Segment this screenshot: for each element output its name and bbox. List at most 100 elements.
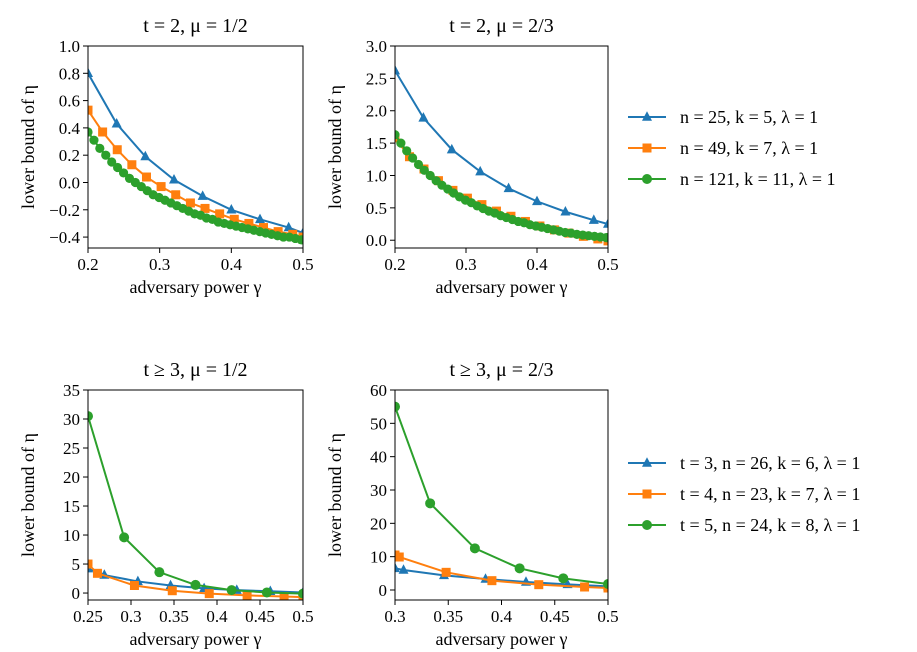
data-point (395, 64, 400, 75)
legend-entry: t = 5, n = 24, k = 8, λ = 1 (628, 515, 860, 535)
data-point (167, 586, 177, 596)
series-line-2 (88, 563, 303, 599)
series-line-2 (88, 109, 303, 239)
y-tick-label: 40 (370, 448, 387, 467)
plot-area (395, 401, 608, 593)
y-tick-label: 0.0 (59, 173, 80, 192)
data-point (580, 582, 590, 592)
x-axis-label: adversary power γ (436, 629, 568, 649)
data-point (298, 588, 303, 599)
y-tick-label: 3.0 (366, 37, 387, 56)
data-point (92, 568, 102, 578)
data-point (118, 168, 129, 178)
data-point (242, 590, 252, 600)
data-point (169, 174, 179, 184)
legend-entry: n = 25, k = 5, λ = 1 (628, 107, 818, 127)
legend-label: n = 25, k = 5, λ = 1 (680, 107, 818, 127)
data-point (112, 145, 122, 155)
legend-entry: n = 49, k = 7, λ = 1 (628, 138, 818, 158)
data-point (259, 223, 269, 233)
data-point (185, 198, 195, 208)
data-point (127, 160, 137, 170)
y-tick-label: 2.5 (366, 69, 387, 88)
series-line-3 (395, 134, 608, 239)
data-point (119, 532, 130, 543)
y-axis-label: lower bound of η (18, 85, 38, 209)
x-tick-label: 0.4 (221, 255, 243, 274)
data-point (419, 165, 429, 175)
y-tick-label: −0.2 (49, 201, 80, 220)
series-line-2 (395, 137, 608, 242)
chart-panel-2: 0.2 0.3 0.4 0.5 0.0 0.5 1.0 1.5 2.0 2.5 3.0 t = 2, … (325, 15, 619, 297)
legend-label: n = 121, k = 11, λ = 1 (680, 169, 836, 189)
y-tick-label: 0.8 (59, 64, 80, 83)
x-tick-label: 0.2 (384, 255, 405, 274)
series-line-1 (395, 70, 608, 226)
data-point (229, 214, 239, 224)
data-point (398, 564, 409, 574)
chart-panel-1: 0.2 0.3 0.4 0.5 −0.4 −0.2 0.0 0.2 0.4 0.6 0.8 1.0 t … (18, 15, 314, 297)
legend-2: t = 3, n = 26, k = 6, λ = 1 t = 4, n = 23… (628, 453, 860, 535)
y-tick-label: 50 (370, 414, 387, 433)
axes-frame (394, 45, 609, 249)
data-point (487, 576, 497, 586)
y-axis-label: lower bound of η (325, 433, 345, 557)
data-point (279, 592, 289, 600)
series-line-3 (88, 415, 303, 595)
x-tick-label: 0.5 (292, 607, 313, 626)
legend-1: n = 25, k = 5, λ = 1 n = 49, k = 7, λ = 1… (628, 107, 836, 189)
y-tick-label: 0.0 (366, 231, 387, 250)
data-point (532, 195, 542, 206)
data-point (226, 585, 237, 596)
data-point (88, 105, 93, 115)
data-point (204, 589, 214, 599)
data-point (261, 587, 272, 598)
data-point (298, 235, 303, 245)
data-point (244, 218, 254, 228)
x-tick-label: 0.3 (455, 255, 476, 274)
data-point (154, 567, 165, 578)
data-point (101, 150, 111, 160)
chart-panel-3: 0.25 0.3 0.35 0.4 0.45 0.5 0 5 10 15 20 25 30 35 t ≥ 3… (18, 359, 314, 649)
data-point (156, 182, 166, 192)
data-point (396, 138, 406, 148)
y-tick-label: 60 (370, 381, 387, 400)
plot-area (88, 67, 303, 245)
data-point (88, 67, 93, 78)
data-point (88, 411, 93, 422)
legend-entry: n = 121, k = 11, λ = 1 (628, 169, 836, 189)
data-point (413, 159, 424, 170)
y-tick-label: 1.0 (59, 37, 80, 56)
data-point (190, 579, 201, 590)
y-tick-label: 1.5 (366, 134, 387, 153)
data-point (603, 579, 608, 589)
chart-title: t = 2, μ = 1/2 (143, 15, 247, 37)
x-tick-label: 0.3 (149, 255, 170, 274)
data-point (402, 146, 412, 156)
y-tick-label: −0.4 (49, 228, 80, 247)
y-tick-label: 2.0 (366, 102, 387, 121)
x-tick-label: 0.5 (292, 255, 313, 274)
legend-marker (642, 111, 652, 121)
data-point (88, 127, 93, 137)
legend-marker (642, 143, 652, 153)
legend-label: t = 4, n = 23, k = 7, λ = 1 (680, 484, 860, 504)
data-point (98, 127, 108, 137)
legend-marker (642, 520, 652, 530)
legend-label: t = 3, n = 26, k = 6, λ = 1 (680, 453, 860, 473)
y-tick-label: 30 (63, 410, 80, 429)
x-axis-label: adversary power γ (130, 629, 262, 649)
data-point (112, 162, 123, 173)
data-point (107, 157, 117, 167)
y-axis-label: lower bound of η (18, 433, 38, 557)
y-tick-label: 1.0 (366, 166, 387, 185)
series-line-1 (395, 567, 608, 588)
data-point (446, 143, 457, 154)
data-point (141, 172, 151, 182)
legend-marker (642, 457, 652, 467)
x-tick-label: 0.45 (245, 607, 275, 626)
y-axis-label: lower bound of η (325, 85, 345, 209)
y-tick-label: 0.2 (59, 146, 80, 165)
data-point (89, 135, 99, 145)
